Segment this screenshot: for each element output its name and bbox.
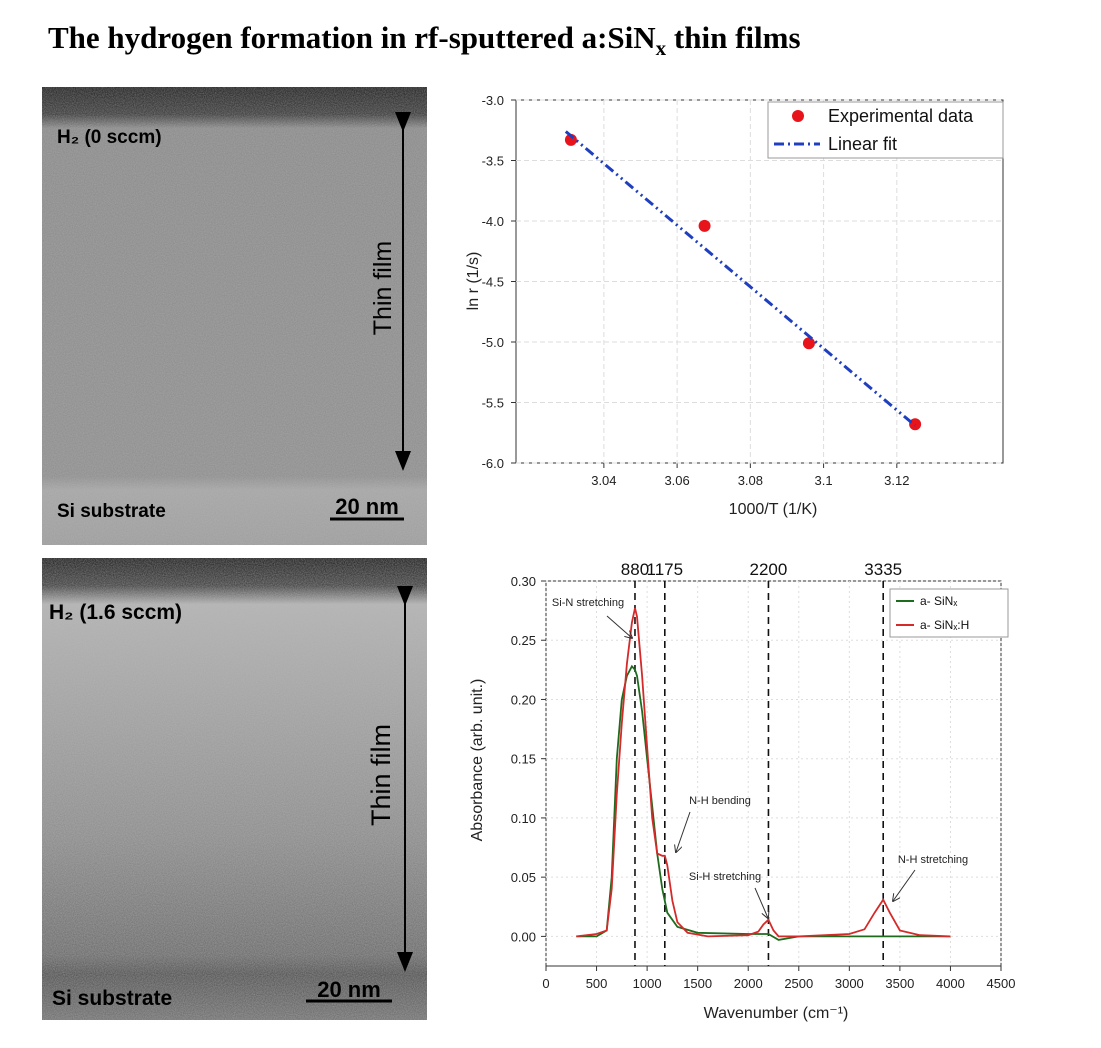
x-tick-label: 2500 bbox=[784, 976, 813, 991]
reference-label: 2200 bbox=[750, 560, 788, 579]
y-tick-label: -5.5 bbox=[482, 396, 504, 411]
title-part: thin films bbox=[666, 20, 800, 55]
title-part: The hydrogen formation in rf-sputtered a… bbox=[48, 20, 656, 55]
x-tick-label: 500 bbox=[586, 976, 608, 991]
figure-title: The hydrogen formation in rf-sputtered a… bbox=[48, 20, 801, 60]
x-tick-label: 3.06 bbox=[664, 473, 689, 488]
legend-label: a- SiNₓ bbox=[920, 594, 957, 608]
image-noise bbox=[42, 558, 427, 1020]
y-tick-label: 0.10 bbox=[511, 811, 536, 826]
legend-box bbox=[889, 588, 1009, 638]
substrate-label: Si substrate bbox=[52, 987, 172, 1010]
x-tick-label: 3000 bbox=[835, 976, 864, 991]
y-tick-label: 0.15 bbox=[511, 752, 536, 767]
tem-image: H₂ (0 sccm) Thin film Si substrate 20 nm bbox=[42, 87, 427, 545]
y-tick-label: -4.5 bbox=[482, 275, 504, 290]
y-tick-label: -3.0 bbox=[482, 93, 504, 108]
chart: 3.04 3.06 3.08 3.1 3.12 -3.0 -3.5 -4.0 -4.5 -5.0 -… bbox=[465, 93, 1004, 518]
x-tick-label: 1000 bbox=[633, 976, 662, 991]
x-tick-label: 3.12 bbox=[884, 473, 909, 488]
legend-swatch bbox=[792, 110, 804, 122]
reference-label: 880 bbox=[621, 560, 649, 579]
x-tick-label: 4000 bbox=[936, 976, 965, 991]
plot-area bbox=[545, 580, 1002, 967]
substrate-label: Si substrate bbox=[57, 501, 166, 522]
x-tick-label: 3500 bbox=[885, 976, 914, 991]
legend-label: a- SiNₓ:H bbox=[920, 618, 969, 632]
annotation-arrow bbox=[754, 887, 768, 918]
scale-label: 20 nm bbox=[335, 494, 399, 519]
x-axis-label: Wavenumber (cm⁻¹) bbox=[704, 1005, 849, 1022]
y-tick-label: -5.0 bbox=[482, 335, 504, 350]
image-noise bbox=[42, 87, 427, 545]
annotation-arrow bbox=[606, 615, 632, 638]
annotation-arrow bbox=[893, 869, 916, 901]
x-tick-label: 2000 bbox=[734, 976, 763, 991]
x-axis-label: 1000/T (1/K) bbox=[729, 501, 818, 518]
annotation: Si-N stretching bbox=[552, 597, 624, 609]
y-tick-label: -3.5 bbox=[482, 154, 504, 169]
legend-box bbox=[767, 101, 1004, 159]
chart: 0 500 1000 1500 2000 2500 3000 3500 4000 4500 0.00… bbox=[469, 560, 1015, 1022]
reference-label: 1175 bbox=[647, 560, 684, 579]
scale-label: 20 nm bbox=[317, 977, 381, 1002]
x-tick-label: 3.08 bbox=[738, 473, 763, 488]
legend-label: Linear fit bbox=[828, 134, 897, 154]
x-tick-label: 3.1 bbox=[815, 473, 833, 488]
reference-label: 3335 bbox=[864, 560, 902, 579]
y-tick-label: -4.0 bbox=[482, 214, 504, 229]
image-label: H₂ (0 sccm) bbox=[57, 127, 162, 148]
x-tick-label: 3.04 bbox=[591, 473, 616, 488]
y-tick-label: -6.0 bbox=[482, 456, 504, 471]
region-label: Thin film bbox=[366, 724, 396, 826]
y-tick-label: 0.20 bbox=[511, 692, 536, 707]
y-tick-label: 0.30 bbox=[511, 574, 536, 589]
legend-label: Experimental data bbox=[828, 106, 974, 126]
tem-image: H₂ (1.6 sccm) Thin film Si substrate 20 … bbox=[42, 558, 427, 1020]
annotation-arrow bbox=[676, 811, 691, 852]
y-tick-label: 0.00 bbox=[511, 929, 536, 944]
x-tick-label: 0 bbox=[542, 976, 549, 991]
title-sub: x bbox=[656, 36, 667, 60]
annotation: N-H bending bbox=[689, 795, 751, 807]
image-label: H₂ (1.6 sccm) bbox=[49, 601, 182, 624]
annotation: N-H stretching bbox=[898, 854, 968, 866]
y-tick-label: 0.25 bbox=[511, 633, 536, 648]
region-label: Thin film bbox=[369, 241, 397, 335]
y-axis-label: Absorbance (arb. unit.) bbox=[469, 679, 486, 842]
x-tick-label: 1500 bbox=[683, 976, 712, 991]
y-tick-label: 0.05 bbox=[511, 870, 536, 885]
data-point bbox=[698, 219, 711, 232]
series-line bbox=[576, 607, 951, 938]
data-point bbox=[802, 337, 815, 350]
annotation: Si-H stretching bbox=[689, 871, 761, 883]
series-line bbox=[564, 130, 917, 427]
y-axis-label: ln r (1/s) bbox=[465, 252, 482, 311]
x-tick-label: 4500 bbox=[987, 976, 1016, 991]
